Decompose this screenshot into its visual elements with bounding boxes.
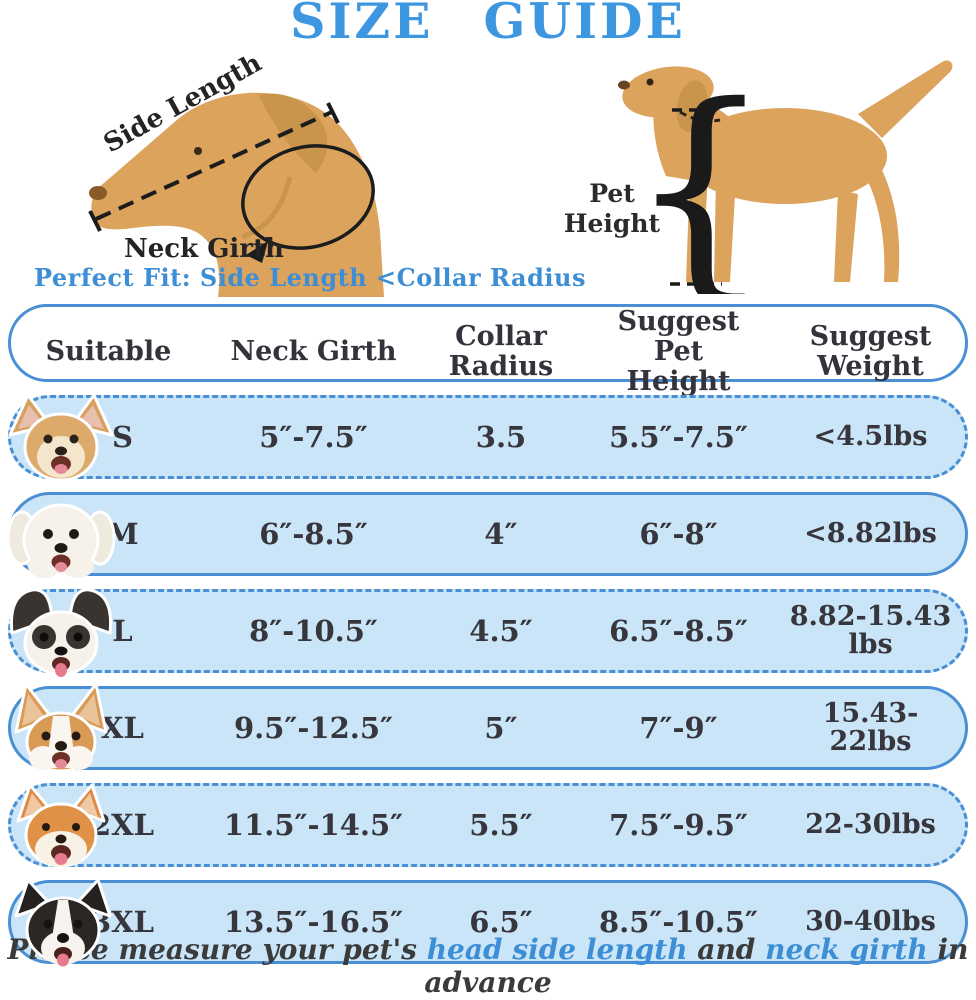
footer-text: in advance: [424, 933, 969, 999]
dog-eye: [194, 147, 202, 155]
size-row-xl: XL 9.5″-12.5″ 5″ 7″-9″ 15.43-22lbs: [8, 682, 968, 773]
size-row-s: S 5″-7.5″ 3.5 5.5″-7.5″ <4.5lbs: [8, 393, 968, 482]
collar-radius-value: 5.5″: [469, 807, 533, 842]
pet-height-value: 7.5″-9.5″: [609, 807, 748, 842]
weight-value: 15.43-22lbs: [822, 697, 919, 757]
footer-text: and: [687, 933, 766, 966]
header-cell-neck-girth: Neck Girth: [230, 336, 397, 368]
neck-girth-label: Neck Girth: [124, 234, 284, 264]
footer-note: Please measure your pet's head side leng…: [0, 933, 976, 999]
collar-radius-value: 5″: [484, 710, 518, 745]
head-measure-diagram: Side Length Neck Girth: [88, 55, 384, 297]
front-leg-2: [714, 176, 736, 282]
front-leg: [686, 172, 708, 282]
weight-value: 30-40lbs: [805, 905, 936, 937]
footer-highlight-side-length: head side length: [426, 933, 688, 966]
pet-height-value: 5.5″-7.5″: [609, 419, 748, 454]
hind-leg: [834, 190, 858, 282]
neck-girth-value: 8″-10.5″: [249, 613, 378, 648]
size-label: XL: [101, 710, 144, 745]
size-row-2xl: 2XL 11.5″-14.5″ 5.5″ 7.5″-9.5″ 22-30lbs: [8, 783, 968, 868]
page-title: SIZE GUIDE: [290, 0, 686, 50]
dog-ear: [676, 80, 708, 132]
size-row-m: M 6″-8.5″ 4″ 6″-8″ <8.82lbs: [6, 492, 968, 578]
dog-photo-french-bulldog: [9, 588, 113, 677]
weight-value: <8.82lbs: [804, 517, 937, 549]
size-table: Suitable Neck Girth Collar Radius Sugges…: [6, 304, 968, 967]
table-header-row: Suitable Neck Girth Collar Radius Sugges…: [8, 304, 968, 397]
dog-photo-border-collie: [14, 878, 112, 967]
weight-value: 8.82-15.43 lbs: [789, 600, 952, 660]
neck-girth-loop: [241, 144, 375, 250]
footer-highlight-neck-girth: neck girth: [765, 933, 928, 966]
neck-girth-value: 13.5″-16.5″: [223, 904, 404, 939]
height-brace: {: [628, 56, 773, 294]
header-cell-weight: Suggest Weight: [809, 321, 932, 383]
dog-ear-shape: [258, 93, 328, 173]
neck-shading: [241, 176, 293, 240]
pet-height-label-line2: Height: [564, 209, 661, 238]
dog-photo-maltese: [6, 503, 116, 578]
weight-value: 22-30lbs: [805, 808, 936, 840]
neck-girth-value: 11.5″-14.5″: [223, 807, 404, 842]
neck-girth-value: 5″-7.5″: [259, 419, 368, 454]
collar-radius-value: 4.5″: [469, 613, 533, 648]
neck-girth-value: 6″-8.5″: [259, 516, 368, 551]
height-measure-diagram: { Pet Height: [564, 56, 953, 294]
dog-tail: [858, 60, 953, 138]
pet-height-value: 6.5″-8.5″: [609, 613, 748, 648]
header-cell-collar-radius: Collar Radius: [448, 321, 554, 383]
measure-tick-start: [88, 210, 102, 232]
fit-note: Perfect Fit: Side Length <Collar Radius: [34, 263, 586, 292]
dog-nose: [89, 186, 107, 200]
weight-value: <4.5lbs: [813, 420, 928, 452]
size-row-l: L 8″-10.5″ 4.5″ 6.5″-8.5″ 8.82-15.43 lbs: [8, 588, 968, 677]
size-row-3xl: 3XL 13.5″-16.5″ 6.5″ 8.5″-10.5″ 30-40lbs: [8, 878, 968, 967]
neck-girth-value: 9.5″-12.5″: [233, 710, 394, 745]
pet-height-value: 8.5″-10.5″: [598, 904, 759, 939]
collar-radius-value: 4″: [484, 516, 518, 551]
dog-photo-shiba-inu: [16, 783, 106, 868]
measure-tick-end: [326, 102, 340, 124]
pet-height-value: 6″-8″: [639, 516, 718, 551]
header-cell-suitable: Suitable: [45, 336, 172, 368]
dog-nose: [618, 80, 630, 90]
hind-leg-2: [864, 170, 900, 282]
size-label: S: [112, 419, 133, 454]
side-length-measure-line: [95, 109, 335, 221]
pet-height-label: Pet: [589, 179, 635, 208]
collar-radius-value: 3.5: [475, 419, 527, 454]
size-label: L: [112, 613, 133, 648]
dog-photo-chihuahua: [8, 393, 114, 482]
header-cell-pet-height: Suggest Pet Height: [617, 306, 740, 398]
pet-height-value: 7″-9″: [639, 710, 718, 745]
neck-girth-arrowhead: [246, 241, 268, 263]
dog-photo-corgi: [14, 682, 108, 773]
dog-eye: [646, 78, 654, 86]
collar-line: [679, 110, 721, 123]
collar-radius-value: 6.5″: [469, 904, 533, 939]
